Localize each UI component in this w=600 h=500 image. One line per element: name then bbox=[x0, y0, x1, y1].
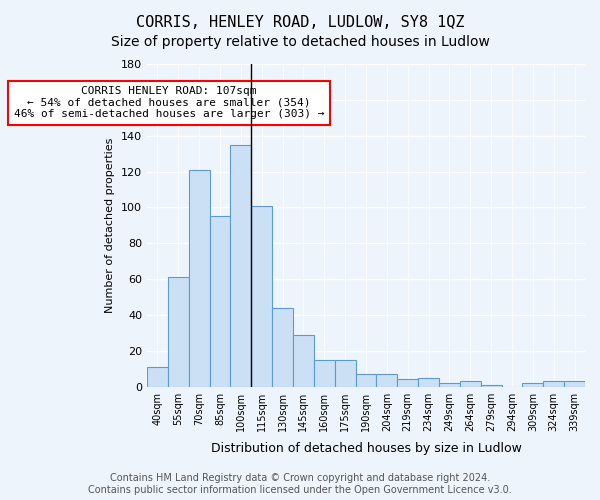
Bar bbox=[230, 144, 251, 386]
Bar bbox=[209, 216, 230, 386]
Bar bbox=[168, 278, 189, 386]
Bar bbox=[418, 378, 439, 386]
Bar bbox=[356, 374, 376, 386]
Text: Contains HM Land Registry data © Crown copyright and database right 2024.
Contai: Contains HM Land Registry data © Crown c… bbox=[88, 474, 512, 495]
Bar bbox=[523, 383, 543, 386]
Bar bbox=[272, 308, 293, 386]
Y-axis label: Number of detached properties: Number of detached properties bbox=[106, 138, 115, 313]
Text: CORRIS, HENLEY ROAD, LUDLOW, SY8 1QZ: CORRIS, HENLEY ROAD, LUDLOW, SY8 1QZ bbox=[136, 15, 464, 30]
Bar bbox=[460, 382, 481, 386]
Bar bbox=[376, 374, 397, 386]
Bar bbox=[147, 367, 168, 386]
Bar bbox=[251, 206, 272, 386]
Bar bbox=[335, 360, 356, 386]
Bar bbox=[314, 360, 335, 386]
Bar bbox=[564, 382, 585, 386]
X-axis label: Distribution of detached houses by size in Ludlow: Distribution of detached houses by size … bbox=[211, 442, 521, 455]
Bar bbox=[189, 170, 209, 386]
Text: CORRIS HENLEY ROAD: 107sqm
← 54% of detached houses are smaller (354)
46% of sem: CORRIS HENLEY ROAD: 107sqm ← 54% of deta… bbox=[14, 86, 324, 120]
Bar bbox=[481, 385, 502, 386]
Bar bbox=[293, 334, 314, 386]
Bar bbox=[543, 382, 564, 386]
Bar bbox=[397, 380, 418, 386]
Bar bbox=[439, 383, 460, 386]
Text: Size of property relative to detached houses in Ludlow: Size of property relative to detached ho… bbox=[110, 35, 490, 49]
